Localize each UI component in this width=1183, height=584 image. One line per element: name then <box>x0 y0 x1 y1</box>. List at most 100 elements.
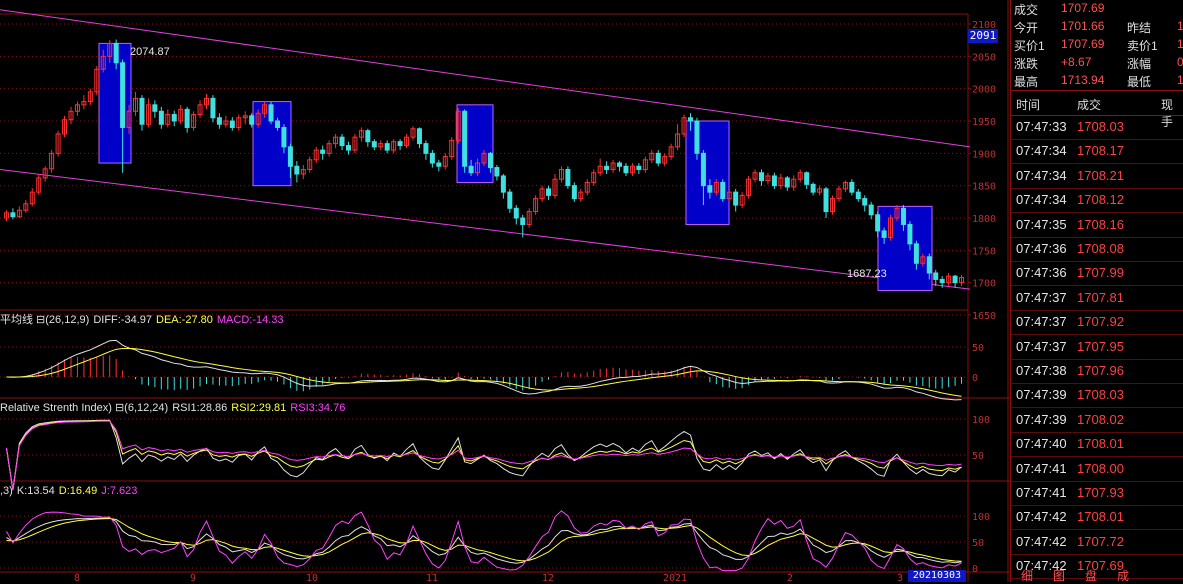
tick-row[interactable]: 07:47:36 1707.99 <box>1011 261 1183 287</box>
tick-row[interactable]: 07:47:40 1708.01 <box>1011 432 1183 458</box>
candle-body <box>255 112 261 125</box>
tick-row[interactable]: 07:47:34 1708.12 <box>1011 188 1183 214</box>
tick-time: 07:47:41 <box>1016 485 1067 500</box>
candle-body <box>358 130 364 138</box>
candle-body <box>416 128 422 145</box>
price-tick-label: 2000 <box>972 85 996 96</box>
candle-body <box>55 133 61 154</box>
tick-row[interactable]: 07:47:37 1707.81 <box>1011 286 1183 311</box>
tick-price: 1707.93 <box>1077 485 1124 500</box>
tick-header-time: 时间 <box>1016 98 1041 112</box>
candle-body <box>952 275 958 284</box>
candle-body <box>797 172 803 180</box>
candle-body <box>274 120 280 128</box>
candle-body <box>784 177 790 188</box>
tick-price: 1708.21 <box>1077 167 1124 183</box>
tick-row[interactable]: 07:47:41 1707.93 <box>1011 481 1183 506</box>
quote-label: 最低 <box>1127 75 1152 89</box>
candle-body <box>436 162 442 167</box>
tick-price: 1708.00 <box>1077 460 1124 476</box>
panel-tab[interactable]: 盘 <box>1085 569 1098 583</box>
tick-row[interactable]: 07:47:41 1708.00 <box>1011 457 1183 482</box>
legend-item: RSI3:34.76 <box>290 402 345 414</box>
tick-price: 1707.72 <box>1077 533 1124 549</box>
tick-time: 07:47:36 <box>1016 265 1067 281</box>
candle-body <box>126 110 132 128</box>
candle-body <box>726 191 732 200</box>
candle-body <box>939 278 945 284</box>
indicator-legend: Relative Strenth Index) ⊟(6,12,24) RSI1:2… <box>0 402 345 414</box>
macd-dea-line <box>6 347 962 397</box>
quote-value: 1707.69 <box>1061 37 1105 51</box>
quote-value: 1701.66 <box>1061 19 1105 33</box>
candle-body <box>100 55 106 70</box>
tick-time: 07:47:41 <box>1016 460 1067 476</box>
candle-body <box>307 159 313 171</box>
candle-body <box>842 181 848 190</box>
tick-time: 07:47:33 <box>1016 119 1067 134</box>
tick-price: 1708.02 <box>1077 411 1124 427</box>
candle-body <box>68 110 74 121</box>
candle-body <box>49 152 55 170</box>
tick-row[interactable]: 07:47:35 1708.16 <box>1011 213 1183 238</box>
quote-label: 成交 <box>1014 3 1039 17</box>
price-tick-label: 1900 <box>972 149 996 160</box>
candle-body <box>333 136 339 145</box>
candle-body <box>675 133 681 148</box>
tick-row[interactable]: 07:47:33 1708.03 <box>1011 115 1183 140</box>
candle-body <box>429 152 435 164</box>
kdj-j-line <box>6 510 962 572</box>
legend-item: D:16.49 <box>59 485 98 497</box>
candle-body <box>539 188 545 200</box>
tick-row[interactable]: 07:47:42 1707.72 <box>1011 530 1183 555</box>
candle-body <box>462 110 468 167</box>
candle-body <box>771 175 777 187</box>
candle-body <box>507 191 513 209</box>
tick-row[interactable]: 07:47:36 1708.08 <box>1011 237 1183 262</box>
high-annotation: 2074.87 <box>130 46 170 58</box>
tick-row[interactable]: 07:47:34 1708.17 <box>1011 139 1183 165</box>
trend-channel <box>0 9 971 290</box>
candle-body <box>565 169 571 187</box>
tick-price: 1707.81 <box>1077 289 1124 305</box>
candle-body <box>713 181 719 193</box>
candle-body <box>487 152 493 169</box>
candle-body <box>500 175 506 193</box>
channel-upper-line <box>0 9 971 148</box>
time-tick-label: 3 <box>897 573 903 582</box>
tick-row[interactable]: 07:47:39 1708.03 <box>1011 383 1183 409</box>
candle-body <box>829 198 835 213</box>
candle-body <box>888 217 894 238</box>
tick-header: 时间 成交 现手 <box>1011 90 1183 129</box>
candle-body <box>481 152 487 164</box>
candle-body <box>946 275 952 284</box>
panel-tab[interactable]: 成 <box>1117 569 1130 583</box>
tick-time: 07:47:35 <box>1016 216 1067 232</box>
indicator-tick-label: 50 <box>972 343 984 354</box>
tick-price: 1707.92 <box>1077 314 1124 330</box>
tick-row[interactable]: 07:47:42 1707.69 <box>1011 554 1183 580</box>
panel-tab[interactable]: 图 <box>1053 569 1066 583</box>
candle-body <box>113 42 119 64</box>
tick-row[interactable]: 07:47:37 1707.95 <box>1011 335 1183 360</box>
tick-row[interactable]: 07:47:34 1708.21 <box>1011 164 1183 189</box>
quote-value: 1713.94 <box>1061 73 1105 87</box>
candle-body <box>571 185 577 200</box>
candle-body <box>881 230 887 238</box>
candle-body <box>268 104 274 122</box>
panel-tab[interactable]: 细 <box>1021 569 1034 583</box>
tick-row[interactable]: 07:47:38 1707.96 <box>1011 359 1183 384</box>
tick-price: 1708.12 <box>1077 192 1124 208</box>
candle-body <box>178 108 184 122</box>
tick-row[interactable]: 07:47:37 1707.92 <box>1011 310 1183 336</box>
candle-body <box>404 136 410 147</box>
candle-body <box>42 168 48 179</box>
tick-row[interactable]: 07:47:42 1708.01 <box>1011 505 1183 531</box>
chart-canvas[interactable]: 平均线 ⊟(26,12,9) DIFF:-34.97 DEA:-27.80 MACD:… <box>0 0 1010 582</box>
candle-body <box>533 198 539 213</box>
candle-body <box>920 256 926 264</box>
tick-row[interactable]: 07:47:39 1708.02 <box>1011 408 1183 433</box>
candle-body <box>242 115 248 119</box>
time-tick-label: 10 <box>306 573 318 582</box>
time-tick-label: 2021 <box>663 573 687 582</box>
